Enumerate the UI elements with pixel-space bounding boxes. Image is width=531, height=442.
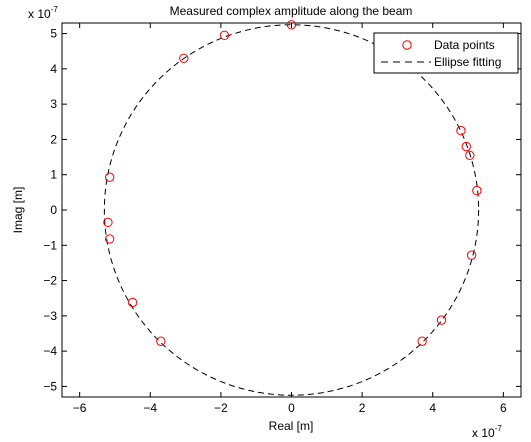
data-point	[456, 125, 466, 136]
data-point	[156, 336, 166, 346]
data-point	[465, 150, 475, 161]
plot-area	[61, 22, 522, 398]
x-tick-label: −2	[214, 401, 228, 415]
y-tick-label: 4	[50, 62, 57, 76]
y-tick-label: 5	[50, 27, 57, 41]
x-tick-label: −4	[143, 401, 157, 415]
data-point	[436, 315, 447, 325]
legend-box	[373, 32, 519, 74]
data-point	[466, 250, 477, 260]
x-multiplier-base: x 10	[472, 426, 495, 440]
x-axis-multiplier: x 10-7	[472, 424, 502, 440]
x-axis-label: Real [m]	[269, 419, 314, 433]
data-point	[461, 141, 471, 152]
data-point	[103, 217, 113, 228]
y-axis-label: Imag [m]	[11, 187, 25, 234]
data-point	[104, 172, 115, 182]
y-axis-multiplier: x 10-7	[28, 5, 58, 21]
y-multiplier-exponent: -7	[51, 5, 59, 14]
svg-text:x 10-7: x 10-7	[28, 5, 58, 21]
y-tick-label: 1	[50, 168, 57, 182]
x-tick-label: 6	[500, 401, 507, 415]
data-point	[219, 30, 230, 41]
data-point	[104, 234, 115, 244]
x-tick-label: 2	[359, 401, 366, 415]
chart-title: Measured complex amplitude along the bea…	[170, 4, 413, 18]
legend: Data points Ellipse fitting	[373, 32, 519, 74]
x-axis-ticks: −6 −4 −2 0 2 4 6	[73, 23, 507, 415]
data-point	[286, 20, 297, 30]
y-tick-label: 2	[50, 132, 57, 146]
y-tick-label: 0	[50, 203, 57, 217]
data-point	[472, 185, 482, 196]
y-tick-label: −5	[43, 379, 57, 393]
data-point	[417, 336, 427, 346]
legend-label-ellipse-fitting: Ellipse fitting	[434, 55, 501, 69]
x-multiplier-exponent: -7	[495, 424, 503, 433]
svg-text:x 10-7: x 10-7	[472, 424, 502, 440]
y-multiplier-base: x 10	[28, 7, 51, 21]
legend-marker-data-points	[402, 40, 412, 50]
x-tick-label: 0	[288, 401, 295, 415]
data-point	[127, 297, 138, 308]
y-tick-label: −2	[43, 274, 57, 288]
y-tick-label: −3	[43, 309, 57, 323]
x-tick-label: 4	[429, 401, 436, 415]
data-point	[179, 53, 189, 63]
y-tick-label: −4	[43, 344, 57, 358]
y-tick-label: −1	[43, 238, 57, 252]
legend-label-data-points: Data points	[434, 38, 495, 52]
y-tick-label: 3	[50, 97, 57, 111]
x-tick-label: −6	[73, 401, 87, 415]
